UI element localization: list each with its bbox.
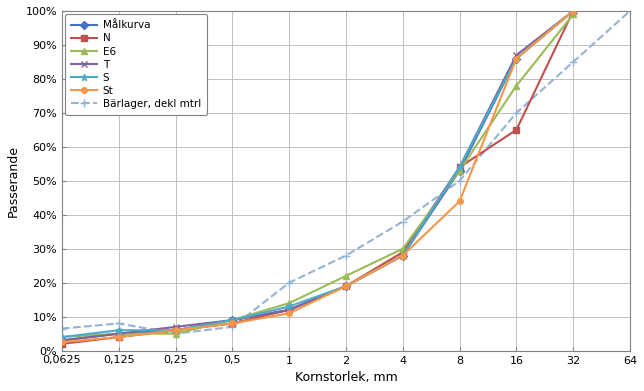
N: [342, 284, 350, 289]
T: [342, 284, 350, 289]
T: [569, 9, 577, 13]
S: [58, 335, 66, 339]
Line: E6: E6: [59, 11, 576, 341]
Bärlager, dekl mtrl: [399, 219, 406, 224]
E6: [513, 83, 520, 88]
S: [115, 328, 122, 333]
S: [399, 253, 406, 258]
N: [285, 308, 293, 312]
T: [456, 165, 464, 170]
S: [285, 304, 293, 309]
T: [285, 308, 293, 312]
Målkurva: [285, 308, 293, 312]
St: [513, 56, 520, 61]
Bärlager, dekl mtrl: [456, 178, 464, 183]
Bärlager, dekl mtrl: [342, 253, 350, 258]
St: [172, 328, 180, 333]
N: [569, 9, 577, 13]
E6: [285, 301, 293, 305]
Line: Bärlager, dekl mtrl: Bärlager, dekl mtrl: [58, 7, 634, 338]
S: [342, 284, 350, 289]
E6: [229, 318, 236, 323]
T: [399, 253, 406, 258]
N: [456, 165, 464, 170]
St: [456, 199, 464, 204]
N: [115, 335, 122, 339]
S: [513, 56, 520, 61]
Y-axis label: Passerande: Passerande: [7, 145, 20, 217]
Bärlager, dekl mtrl: [58, 326, 66, 331]
T: [229, 318, 236, 323]
St: [285, 311, 293, 316]
E6: [342, 274, 350, 278]
S: [172, 328, 180, 333]
St: [342, 284, 350, 289]
Målkurva: [342, 284, 350, 289]
Line: St: St: [59, 8, 576, 345]
S: [456, 165, 464, 170]
Målkurva: [456, 168, 464, 173]
T: [513, 53, 520, 57]
Målkurva: [115, 331, 122, 336]
E6: [456, 168, 464, 173]
St: [229, 321, 236, 326]
N: [399, 250, 406, 255]
Bärlager, dekl mtrl: [513, 111, 520, 115]
Line: T: T: [59, 7, 576, 344]
Bärlager, dekl mtrl: [569, 59, 577, 64]
Bärlager, dekl mtrl: [626, 9, 634, 13]
E6: [399, 246, 406, 251]
Legend: Målkurva, N, E6, T, S, St, Bärlager, dekl mtrl: Målkurva, N, E6, T, S, St, Bärlager, dek…: [65, 14, 207, 115]
Målkurva: [229, 318, 236, 323]
S: [229, 318, 236, 323]
Målkurva: [58, 338, 66, 343]
Målkurva: [399, 253, 406, 258]
Line: N: N: [59, 8, 576, 347]
T: [58, 338, 66, 343]
E6: [58, 335, 66, 339]
N: [58, 341, 66, 346]
Bärlager, dekl mtrl: [285, 280, 293, 285]
X-axis label: Kornstorlek, mm: Kornstorlek, mm: [294, 371, 397, 384]
E6: [172, 331, 180, 336]
St: [399, 253, 406, 258]
Line: Målkurva: Målkurva: [59, 8, 576, 343]
Line: S: S: [59, 7, 576, 341]
St: [115, 335, 122, 339]
N: [513, 127, 520, 132]
Bärlager, dekl mtrl: [115, 321, 122, 326]
Målkurva: [513, 56, 520, 61]
Målkurva: [172, 328, 180, 333]
Bärlager, dekl mtrl: [172, 331, 180, 336]
T: [115, 331, 122, 336]
T: [172, 325, 180, 329]
St: [569, 9, 577, 13]
S: [569, 9, 577, 13]
Bärlager, dekl mtrl: [229, 325, 236, 329]
E6: [115, 331, 122, 336]
E6: [569, 12, 577, 17]
N: [229, 321, 236, 326]
N: [172, 328, 180, 333]
Målkurva: [569, 9, 577, 13]
St: [58, 340, 66, 344]
